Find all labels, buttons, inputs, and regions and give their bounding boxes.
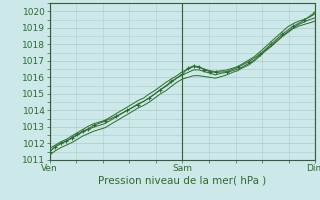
X-axis label: Pression niveau de la mer( hPa ): Pression niveau de la mer( hPa ) xyxy=(98,176,267,186)
